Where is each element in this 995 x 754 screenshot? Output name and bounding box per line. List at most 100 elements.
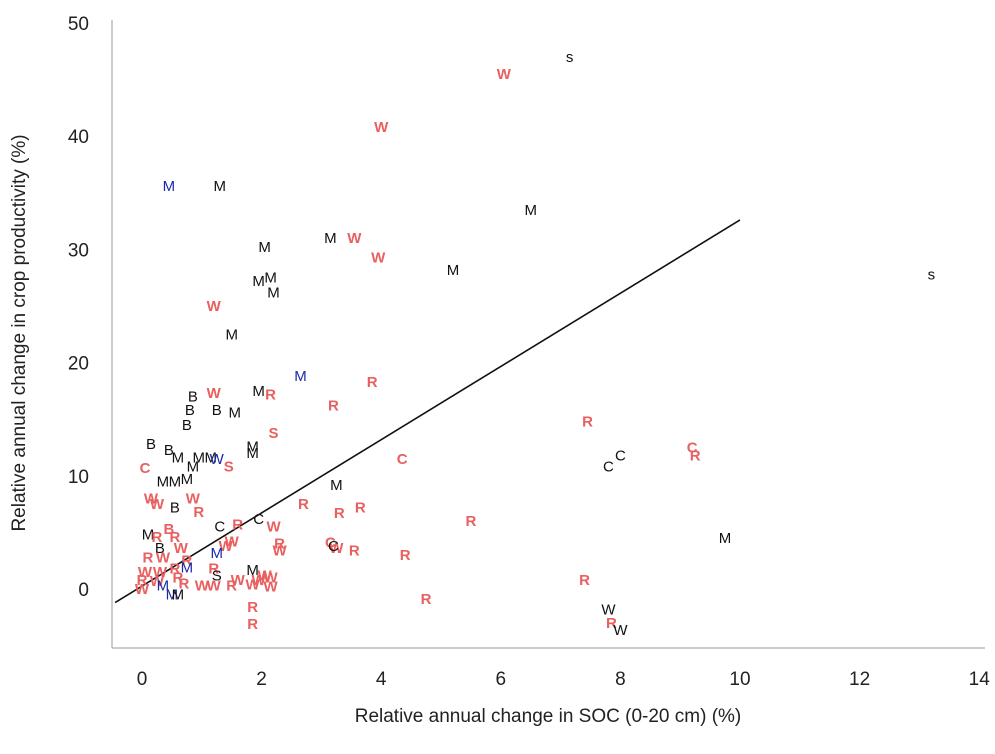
- data-point: R: [465, 513, 476, 530]
- data-point: R: [208, 561, 219, 578]
- data-point: W: [601, 601, 616, 618]
- data-point: R: [152, 529, 163, 546]
- data-point: M: [719, 530, 732, 547]
- data-point: M: [157, 473, 170, 490]
- x-axis-label: Relative annual change in SOC (0-20 cm) …: [355, 706, 742, 727]
- data-point: W: [374, 119, 389, 136]
- data-point: W: [195, 578, 210, 595]
- data-point: W: [371, 249, 386, 266]
- data-point: W: [225, 533, 240, 550]
- data-point: R: [334, 505, 345, 522]
- data-point: C: [328, 538, 339, 555]
- data-point: M: [225, 326, 238, 343]
- data-point: R: [143, 549, 154, 566]
- data-point: M: [142, 527, 155, 544]
- data-point: W: [613, 622, 628, 639]
- trend-line: [114, 219, 741, 604]
- data-point: M: [172, 587, 185, 604]
- data-point: M: [252, 273, 265, 290]
- data-point: R: [355, 499, 366, 516]
- data-point: W: [153, 564, 168, 581]
- data-point: R: [606, 615, 617, 632]
- data-point: M: [246, 562, 259, 579]
- data-point: C: [687, 440, 698, 457]
- data-point: R: [137, 572, 148, 589]
- data-point: R: [178, 575, 189, 592]
- data-point: M: [267, 284, 280, 301]
- x-tick-labels: 0 2 4 6 8 10 12 14: [137, 669, 990, 690]
- data-point: M: [246, 445, 259, 462]
- x-tick-label: 6: [496, 669, 507, 690]
- data-point: B: [163, 521, 174, 538]
- y-axis-label: Relative annual change in crop productiv…: [9, 134, 30, 531]
- data-point: R: [400, 547, 411, 564]
- data-point: C: [397, 451, 408, 468]
- data-point: R: [349, 543, 360, 560]
- data-point: W: [150, 496, 165, 513]
- data-point: C: [325, 535, 336, 552]
- data-point: R: [328, 398, 339, 415]
- y-tick-label: 0: [78, 580, 89, 601]
- data-point: W: [174, 540, 189, 557]
- data-point: M: [187, 459, 200, 476]
- data-point: C: [140, 460, 151, 477]
- data-point: R: [579, 572, 590, 589]
- data-point: R: [582, 413, 593, 430]
- data-point: R: [181, 553, 192, 570]
- data-point: R: [265, 386, 276, 403]
- data-point: R: [169, 529, 180, 546]
- data-point: R: [172, 570, 183, 587]
- data-point: W: [263, 570, 278, 587]
- data-point: R: [247, 616, 258, 633]
- y-tick-label: 20: [68, 354, 89, 375]
- data-point: W: [207, 578, 222, 595]
- data-point: M: [213, 178, 226, 195]
- y-tick-label: 40: [68, 127, 89, 148]
- data-point: M: [181, 559, 194, 576]
- data-point: M: [169, 473, 182, 490]
- x-tick-label: 2: [256, 669, 267, 690]
- data-point: M: [181, 471, 194, 488]
- data-point: M: [324, 230, 337, 247]
- data-point: W: [258, 567, 273, 584]
- data-point: R: [421, 591, 432, 608]
- data-point: B: [170, 499, 180, 516]
- data-point: M: [211, 545, 224, 562]
- data-point: R: [298, 496, 309, 513]
- data-point: W: [252, 572, 267, 589]
- data-point: C: [603, 459, 614, 476]
- data-point: M: [228, 404, 241, 421]
- data-point: W: [231, 572, 246, 589]
- data-point: W: [207, 298, 222, 315]
- data-point: B: [185, 402, 195, 419]
- data-point: M: [264, 270, 277, 287]
- x-tick-label: 10: [729, 669, 750, 690]
- data-point: B: [188, 389, 198, 406]
- data-point: R: [247, 599, 258, 616]
- y-tick-labels: 0 10 20 30 40 50: [68, 14, 89, 601]
- data-point: W: [497, 66, 512, 83]
- data-point: M: [524, 202, 537, 219]
- x-tick-label: 4: [376, 669, 387, 690]
- data-point: C: [615, 447, 626, 464]
- data-point: W: [186, 490, 201, 507]
- data-point: C: [214, 519, 225, 536]
- data-point: R: [274, 536, 285, 553]
- x-tick-label: 12: [849, 669, 870, 690]
- data-point: M: [163, 178, 176, 195]
- data-point: B: [182, 417, 192, 434]
- data-point: R: [193, 504, 204, 521]
- data-point: B: [155, 540, 165, 557]
- x-tick-label: 0: [137, 669, 148, 690]
- data-point: B: [212, 402, 222, 419]
- data-point: W: [138, 564, 153, 581]
- y-tick-label: 50: [68, 14, 89, 35]
- data-point: W: [156, 549, 171, 566]
- x-tick-label: 14: [969, 669, 991, 690]
- data-point: W: [210, 451, 225, 468]
- data-point: B: [146, 436, 156, 453]
- data-point: M: [172, 450, 185, 467]
- data-point: W: [347, 230, 362, 247]
- data-point: s: [928, 266, 936, 283]
